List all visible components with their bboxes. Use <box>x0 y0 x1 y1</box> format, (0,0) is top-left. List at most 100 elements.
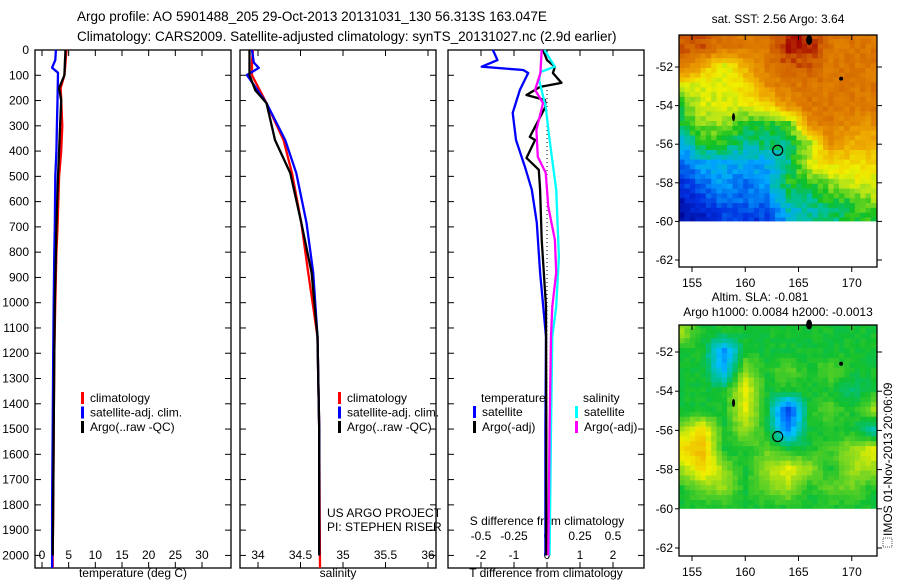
map-cell <box>828 416 835 423</box>
series-line-argo-raw-qc- <box>51 49 67 556</box>
map-cell <box>705 460 712 467</box>
map-cell <box>839 145 845 151</box>
map-cell <box>801 426 808 432</box>
map-cell <box>700 58 707 64</box>
map-cell <box>737 377 744 383</box>
map-cell <box>679 82 686 88</box>
map-cell <box>716 130 723 137</box>
map-cell <box>764 169 771 175</box>
map-cell <box>785 198 792 204</box>
map-cell <box>721 343 728 349</box>
map-cell <box>711 500 718 506</box>
map-cell <box>780 101 787 108</box>
map-cell <box>769 101 776 108</box>
map-cell <box>870 203 877 209</box>
map-cell <box>812 485 819 491</box>
map-cell <box>870 441 877 447</box>
map-cell <box>716 58 723 64</box>
map-cell <box>737 164 744 170</box>
map-cell <box>716 198 723 204</box>
map-cell <box>684 82 691 88</box>
map-cell <box>684 106 691 112</box>
map-cell <box>748 333 755 339</box>
map-cell <box>695 397 702 403</box>
map-cell <box>823 485 829 491</box>
map-cell <box>812 348 819 354</box>
map-cell <box>732 426 739 432</box>
map-cell <box>684 465 691 472</box>
map-cell <box>737 500 744 506</box>
map-cell <box>833 198 840 204</box>
map-cell <box>727 495 733 501</box>
map-cell <box>737 53 744 59</box>
map-cell <box>753 325 760 330</box>
map-cell <box>689 431 696 437</box>
map-cell <box>780 140 787 146</box>
map-cell <box>865 455 872 462</box>
map-cell <box>785 362 792 369</box>
map-cell <box>780 325 787 330</box>
map-cell <box>807 106 813 112</box>
map-cell <box>705 212 712 219</box>
map-cell <box>764 451 771 457</box>
map-cell <box>854 53 861 59</box>
map-cell <box>791 500 797 506</box>
map-cell <box>732 460 739 467</box>
map-cell <box>839 121 845 127</box>
map-cell <box>684 451 691 457</box>
map-cell <box>764 68 771 74</box>
argo-position-marker[interactable] <box>772 144 784 156</box>
map-cell <box>870 426 877 432</box>
map-cell <box>743 465 749 472</box>
map-cell <box>865 348 872 354</box>
map-cell <box>828 328 835 334</box>
map-cell <box>684 480 691 486</box>
map-cell <box>780 328 787 334</box>
map-cell <box>689 441 696 447</box>
map-cell <box>721 504 728 509</box>
map-cell <box>727 203 733 209</box>
map-cell <box>721 421 728 428</box>
map-cell <box>695 116 702 122</box>
map-cell <box>828 402 835 408</box>
map-cell <box>844 68 851 74</box>
map-cell <box>775 92 781 98</box>
map-cell <box>684 504 691 509</box>
map-cell <box>823 411 829 418</box>
map-cell <box>759 43 765 50</box>
map-cell <box>865 392 872 398</box>
map-cell <box>817 63 824 69</box>
map-cell <box>839 495 845 501</box>
map-cell <box>711 125 718 132</box>
map-cell <box>769 121 776 127</box>
map-cell <box>753 402 760 408</box>
map-cell <box>759 485 765 491</box>
map-cell <box>775 485 781 491</box>
map-cell <box>716 406 723 413</box>
map-cell <box>870 159 877 165</box>
map-cell <box>711 101 718 108</box>
map-cell <box>860 111 867 117</box>
map-cell <box>807 367 813 374</box>
map-cell <box>700 426 707 432</box>
argo-position-marker[interactable] <box>772 430 784 443</box>
map-cell <box>711 465 718 472</box>
map-cell <box>764 35 771 40</box>
map-cell <box>764 39 771 45</box>
map-cell <box>759 367 765 374</box>
series-line-climatology <box>250 49 322 569</box>
map-cell <box>753 188 760 194</box>
map-cell <box>860 48 867 55</box>
map-cell <box>753 372 760 379</box>
map-cell <box>711 402 718 408</box>
map-cell <box>849 82 856 88</box>
map-cell <box>721 58 728 64</box>
map-cell <box>716 164 723 170</box>
map-cell <box>764 111 771 117</box>
lat-tick-label: -60 <box>656 502 674 516</box>
map-cell <box>689 188 696 194</box>
map-cell <box>775 48 781 55</box>
map-cell <box>705 58 712 64</box>
map-cell <box>689 140 696 146</box>
map-cell <box>839 72 845 79</box>
